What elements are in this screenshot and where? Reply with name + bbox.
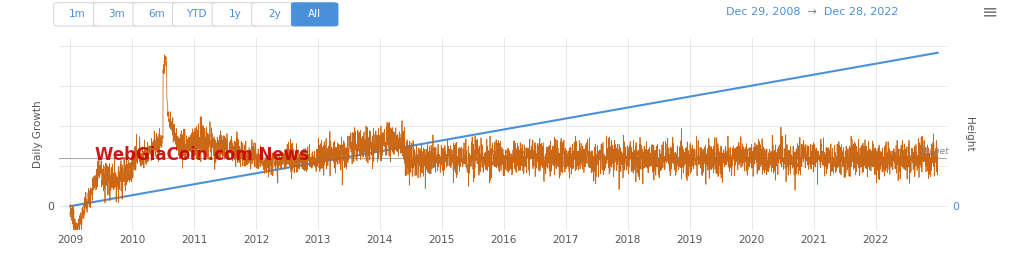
Text: Dec 29, 2008  →  Dec 28, 2022: Dec 29, 2008 → Dec 28, 2022: [726, 7, 898, 17]
Text: 3m: 3m: [109, 9, 125, 19]
Y-axis label: Daily Growth: Daily Growth: [32, 101, 43, 168]
Text: 1m: 1m: [69, 9, 85, 19]
Text: All: All: [309, 9, 321, 19]
Text: WebGiaCoin.com News: WebGiaCoin.com News: [94, 146, 309, 164]
Text: ≡: ≡: [983, 3, 999, 22]
Text: 1y: 1y: [229, 9, 242, 19]
Text: 6m: 6m: [148, 9, 164, 19]
Text: 2y: 2y: [269, 9, 281, 19]
Y-axis label: Height: Height: [964, 117, 974, 152]
Text: YTD: YTD: [186, 9, 206, 19]
Text: Target: Target: [921, 147, 949, 156]
